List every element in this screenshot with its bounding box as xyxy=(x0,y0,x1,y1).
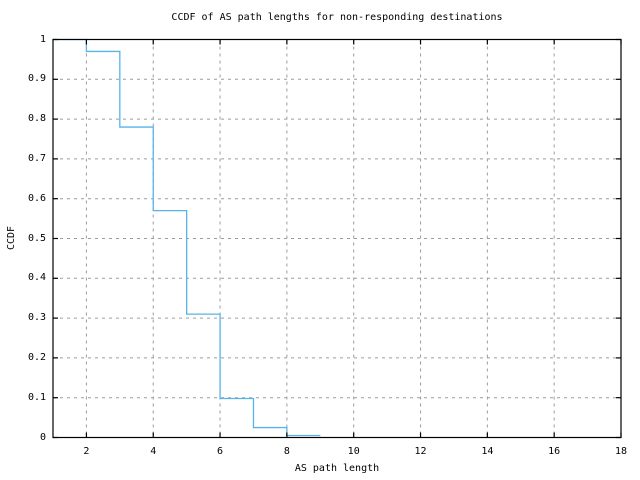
y-tick-label-0.8: 0.8 xyxy=(27,113,46,125)
x-tick-label-8: 8 xyxy=(283,446,290,457)
y-axis-label: CCDF xyxy=(6,225,17,251)
y-tick-label-0.5: 0.5 xyxy=(27,232,46,244)
y-tick-label-0.2: 0.2 xyxy=(27,351,46,363)
x-tick-label-14: 14 xyxy=(481,446,494,457)
y-tick-label-0: 0 xyxy=(39,431,46,443)
ccdf-step-line xyxy=(53,38,321,437)
chart-title: CCDF of AS path lengths for non-respondi… xyxy=(171,12,503,23)
x-tick-label-16: 16 xyxy=(548,446,561,457)
y-tick-label-0.7: 0.7 xyxy=(27,152,46,164)
y-tick-label-0.4: 0.4 xyxy=(27,272,46,284)
x-axis-label: AS path length xyxy=(294,463,380,474)
x-tick-label-18: 18 xyxy=(614,446,628,457)
x-tick-label-10: 10 xyxy=(347,446,360,457)
y-tick-label-0.3: 0.3 xyxy=(27,312,46,324)
x-tick-label-2: 2 xyxy=(83,446,90,457)
x-tick-label-12: 12 xyxy=(414,446,427,457)
x-tick-label-6: 6 xyxy=(217,446,224,457)
y-tick-label-0.1: 0.1 xyxy=(27,391,46,403)
y-tick-label-1: 1 xyxy=(39,33,46,45)
x-tick-label-4: 4 xyxy=(150,446,157,457)
y-tick-label-0.6: 0.6 xyxy=(27,192,46,204)
y-tick-label-0.9: 0.9 xyxy=(27,73,46,85)
